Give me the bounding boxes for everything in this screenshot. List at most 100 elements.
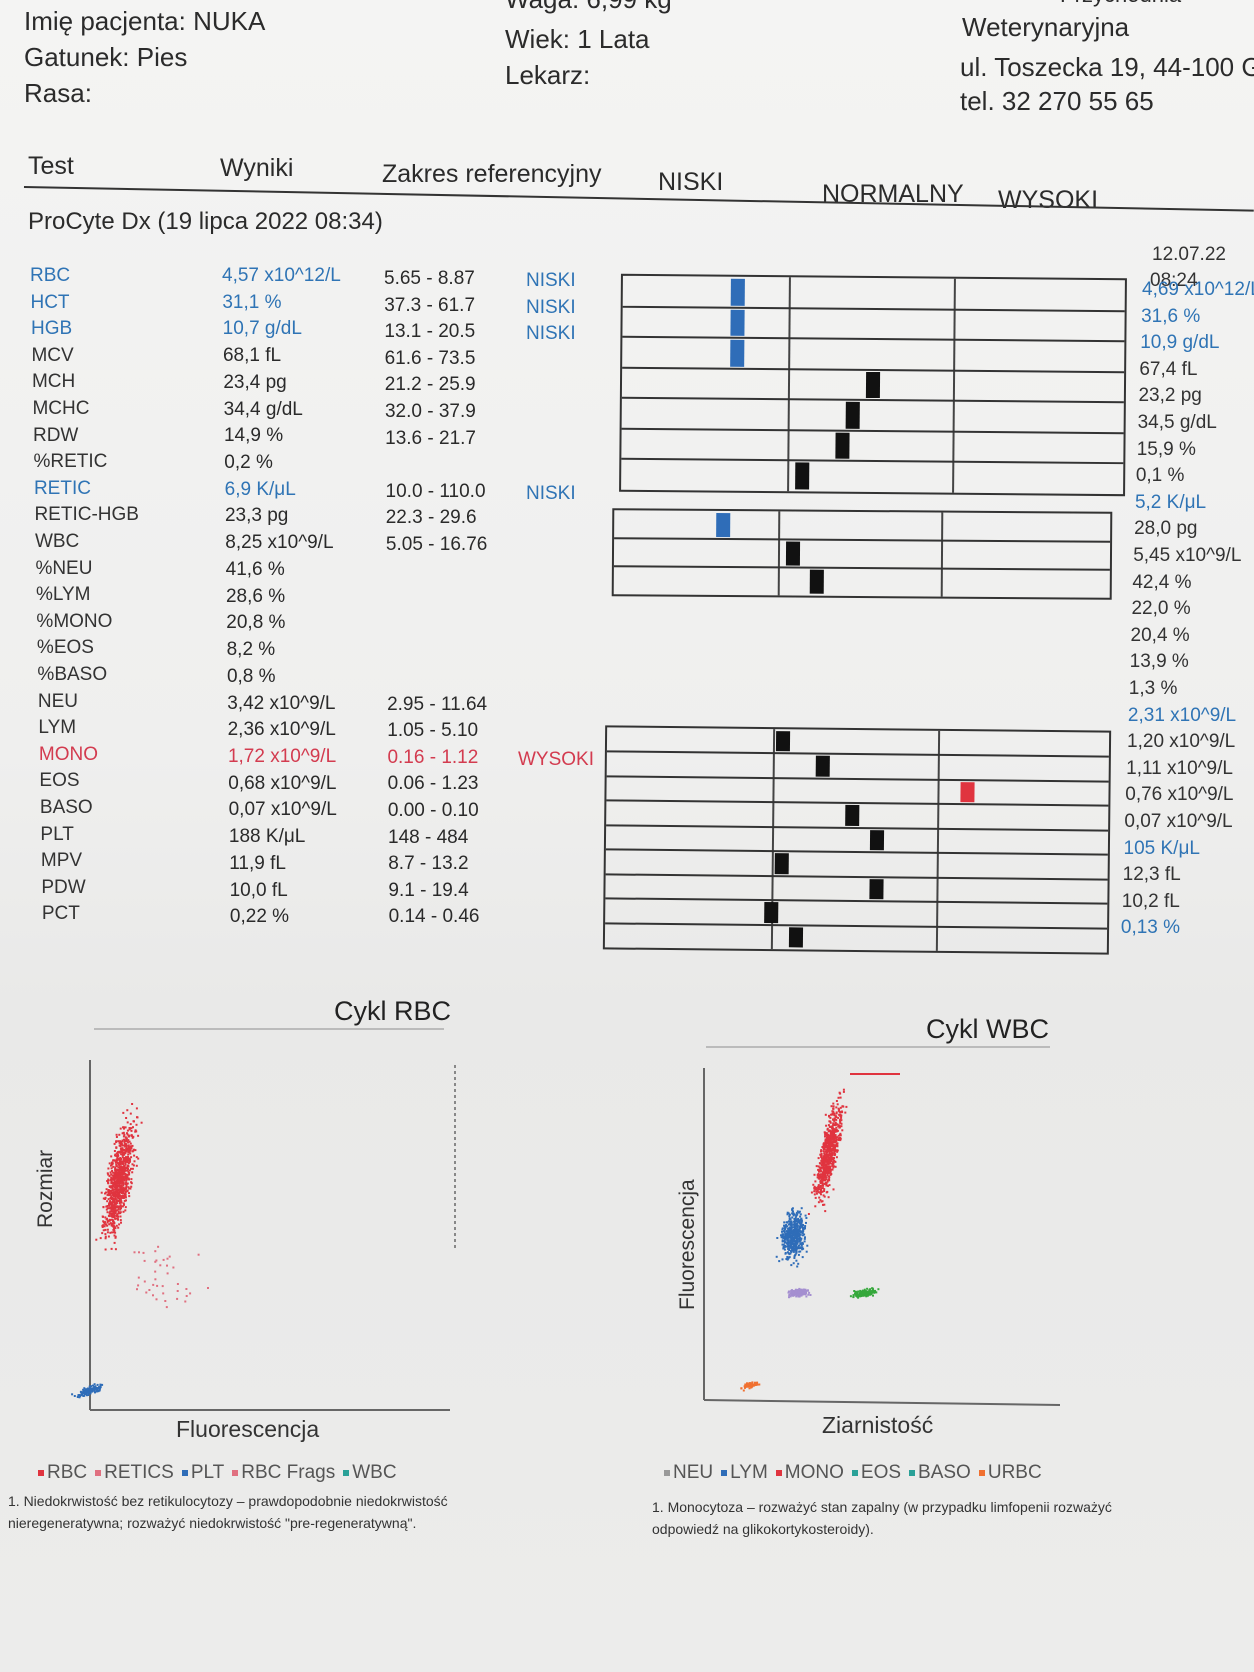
legend-label: RETICS xyxy=(104,1462,174,1483)
row-result: 10,0 fL xyxy=(229,879,288,901)
row-reference: 9.1 - 19.4 xyxy=(388,879,469,901)
device-line: ProCyte Dx (19 lipca 2022 08:34) xyxy=(28,208,383,235)
row-result: 23,4 pg xyxy=(223,371,287,393)
row-previous: 20,4 % xyxy=(1130,624,1190,646)
patient-age: Wiek: 1 Lata xyxy=(505,24,650,54)
rbc-note-line2: nieregeneratywna; rozważyć niedokrwistoś… xyxy=(8,1515,417,1531)
legend-swatch xyxy=(721,1469,728,1476)
row-flag: NISKI xyxy=(526,296,576,318)
row-reference: 37.3 - 61.7 xyxy=(384,294,476,316)
range-marker-hct xyxy=(730,309,746,337)
range-divider xyxy=(777,511,780,596)
row-test: PLT xyxy=(40,823,74,845)
legend-item: PLT xyxy=(181,1462,225,1483)
legend-swatch xyxy=(978,1469,985,1476)
row-result: 34,4 g/dL xyxy=(223,398,303,420)
range-row-divider xyxy=(622,305,1125,312)
row-previous: 2,31 x10^9/L xyxy=(1127,704,1237,726)
row-previous: 0,1 % xyxy=(1135,465,1185,487)
legend-item: EOS xyxy=(851,1462,901,1483)
wbc-scatter-plot xyxy=(703,1068,1061,1406)
row-result: 0,07 x10^9/L xyxy=(228,799,337,821)
row-result: 14,9 % xyxy=(223,425,284,447)
row-test: %NEU xyxy=(35,557,93,579)
legend-swatch xyxy=(181,1469,188,1476)
legend-label: RBC Frags xyxy=(241,1462,336,1483)
patient-species: Gatunek: Pies xyxy=(24,42,188,72)
rbc-ylabel: Rozmiar xyxy=(34,1149,57,1228)
row-previous: 10,9 g/dL xyxy=(1140,332,1220,354)
row-result: 1,72 x10^9/L xyxy=(227,745,337,767)
legend-label: MONO xyxy=(784,1462,844,1483)
neu-cluster xyxy=(787,1287,812,1299)
row-result: 188 K/μL xyxy=(228,826,306,848)
row-reference: 13.1 - 20.5 xyxy=(384,321,476,343)
row-test: %RETIC xyxy=(33,451,108,473)
wbc-title-rule xyxy=(706,1046,1050,1048)
row-reference: 2.95 - 11.64 xyxy=(387,693,488,715)
rbc-xlabel: Fluorescencja xyxy=(176,1416,320,1442)
row-reference: 10.0 - 110.0 xyxy=(385,480,486,502)
legend-label: RBC xyxy=(47,1462,88,1483)
row-flag: NISKI xyxy=(526,482,576,504)
row-reference: 22.3 - 29.6 xyxy=(385,507,477,529)
row-previous: 12,3 fL xyxy=(1122,864,1181,886)
legend-item: BASO xyxy=(909,1462,971,1483)
clinic-phone: tel. 32 270 55 65 xyxy=(960,86,1154,116)
range-marker-baso xyxy=(869,829,885,851)
range-marker-eos xyxy=(845,805,860,826)
col-reference: Zakres referencyjny xyxy=(382,160,602,188)
lym-cluster xyxy=(775,1207,809,1268)
row-previous: 0,13 % xyxy=(1120,917,1181,939)
row-reference: 13.6 - 21.7 xyxy=(385,427,476,449)
range-marker-mcv xyxy=(865,371,881,399)
col-high: WYSOKI xyxy=(998,186,1099,214)
row-test: MCV xyxy=(31,344,74,366)
rbc-note-line1: 1. Niedokrwistość bez retikulocytozy – p… xyxy=(8,1493,448,1509)
range-marker-rbc xyxy=(731,278,746,306)
row-test: RETIC-HGB xyxy=(34,504,139,526)
row-reference: 5.65 - 8.87 xyxy=(384,268,475,289)
mono-cluster xyxy=(807,1088,848,1215)
eos-cluster xyxy=(849,1287,880,1299)
range-row-divider xyxy=(605,873,1108,881)
wbc-legend: NEU LYM MONO EOS BASO URBC xyxy=(664,1462,1050,1484)
rbc-title-rule xyxy=(94,1028,444,1030)
row-previous: 15,9 % xyxy=(1136,438,1196,460)
col-low: NISKI xyxy=(658,168,724,196)
range-marker-hgb xyxy=(730,339,745,367)
range-row-divider xyxy=(605,848,1108,856)
range-marker-mch xyxy=(845,402,860,429)
range-marker-retic-hgb xyxy=(785,541,800,566)
legend-item: RBC xyxy=(38,1462,87,1483)
row-test: MCH xyxy=(31,371,76,393)
row-result: 20,8 % xyxy=(226,612,286,634)
range-marker-neu xyxy=(775,731,790,752)
clinic-name: Weterynaryjna xyxy=(962,12,1130,42)
row-reference: 5.05 - 16.76 xyxy=(385,534,488,555)
row-previous: 5,45 x10^9/L xyxy=(1133,545,1242,566)
row-previous: 5,2 K/μL xyxy=(1134,491,1207,513)
row-test: %LYM xyxy=(35,584,91,606)
row-previous: 0,76 x10^9/L xyxy=(1125,784,1234,806)
row-result: 28,6 % xyxy=(225,585,286,607)
range-marker-mono xyxy=(960,781,976,803)
row-result: 0,68 x10^9/L xyxy=(228,772,337,794)
row-result: 10,7 g/dL xyxy=(222,318,302,340)
legend-swatch xyxy=(38,1469,44,1476)
row-previous: 34,5 g/dL xyxy=(1137,412,1217,433)
legend-label: PLT xyxy=(190,1462,225,1483)
legend-swatch xyxy=(95,1469,102,1476)
wbc-note-line1: 1. Monocytoza – rozważyć stan zapalny (w… xyxy=(652,1499,1112,1515)
row-reference: 21.2 - 25.9 xyxy=(384,374,476,396)
range-row-divider xyxy=(622,335,1125,343)
range-marker-plt xyxy=(774,853,789,874)
row-result: 0,22 % xyxy=(229,906,290,928)
range-marker-wbc xyxy=(810,569,825,594)
row-test: WBC xyxy=(34,531,80,552)
row-test: HCT xyxy=(30,291,70,313)
previous-time: 08:24 xyxy=(1150,270,1198,291)
legend-label: BASO xyxy=(918,1462,971,1483)
row-previous: 10,2 fL xyxy=(1121,890,1180,912)
